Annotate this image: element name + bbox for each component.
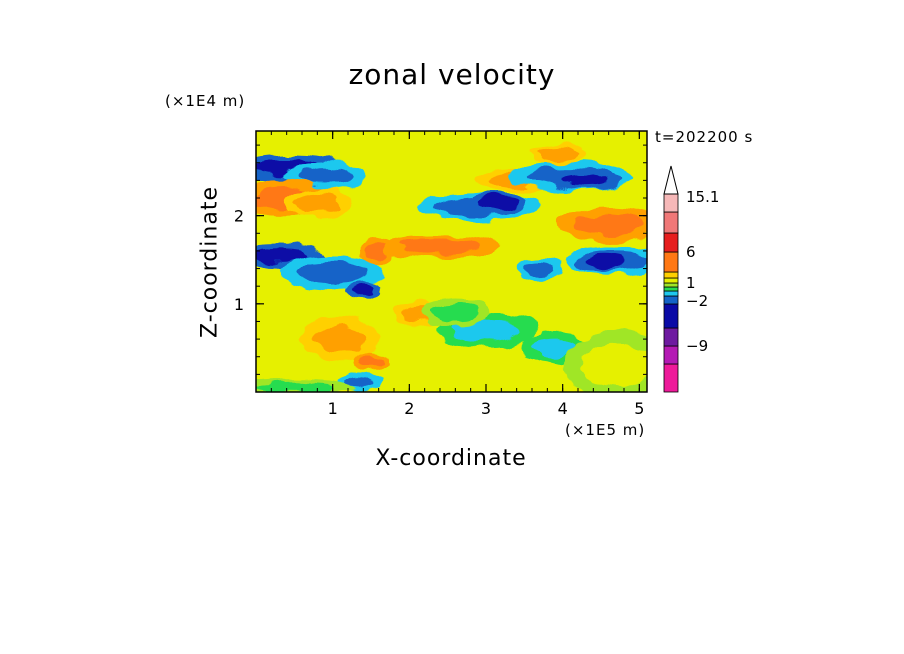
colorbar-tick-label: 6 [686,243,696,261]
y-tick-label: 1 [234,295,244,314]
field-feature [532,339,578,357]
colorbar-level [663,277,679,284]
colorbar-tick-label: 1 [686,274,696,292]
field-feature [294,193,341,212]
colorbar-level [663,327,679,347]
colorbar-level [663,211,679,234]
time-label: t=202200 s [655,128,754,146]
x-tick-label: 2 [404,399,414,418]
x-tick-label: 3 [481,399,491,418]
colorbar-tick-label: −9 [686,337,708,355]
colorbar-tick-label: 15.1 [686,188,719,206]
field-feature [298,167,352,185]
x-tick-label: 4 [558,399,568,418]
field-feature [581,343,647,388]
field-feature [256,382,333,392]
colorbar-level [663,282,679,288]
field-features [256,144,647,392]
x-tick-label: 1 [328,399,338,418]
colorbar-level [663,232,679,253]
colorbar-level [663,251,679,273]
heatmap-field [256,131,647,392]
field-feature [401,239,479,254]
field-feature [585,256,624,267]
y-tick-label: 2 [234,207,244,226]
field-feature [298,262,368,284]
x-unit-label: (×1E5 m) [565,421,646,439]
field-feature [359,354,383,368]
plot-frame [255,130,648,393]
field-feature [562,175,609,186]
field-feature [574,213,644,236]
colorbar-level [663,345,679,365]
field-feature [478,196,517,209]
colorbar-level [663,286,679,292]
field-feature [432,303,479,322]
field-feature [344,376,375,387]
colorbar-level [663,363,679,393]
y-axis: 12 [234,144,647,375]
colorbar-level [663,193,679,213]
chart-title: zonal velocity [348,58,556,91]
field-feature [524,261,556,276]
colorbar-level [663,290,679,297]
x-tick-label: 5 [634,399,644,418]
colorbar-tick-label: −2 [686,292,708,310]
z-unit-label: (×1E4 m) [165,92,246,110]
field-feature [313,325,368,353]
field-feature [256,248,310,263]
colorbar: 15.1 6 1−2 −9 [663,165,719,393]
colorbar-level [663,303,679,329]
x-axis-label: X-coordinate [375,446,527,471]
colorbar-level [663,271,679,279]
field-feature [539,147,578,161]
colorbar-level [663,295,679,305]
x-axis: 1 2 3 4 5 [270,131,644,418]
colorbar-extend-arrow [663,165,679,195]
field-feature [351,285,375,296]
